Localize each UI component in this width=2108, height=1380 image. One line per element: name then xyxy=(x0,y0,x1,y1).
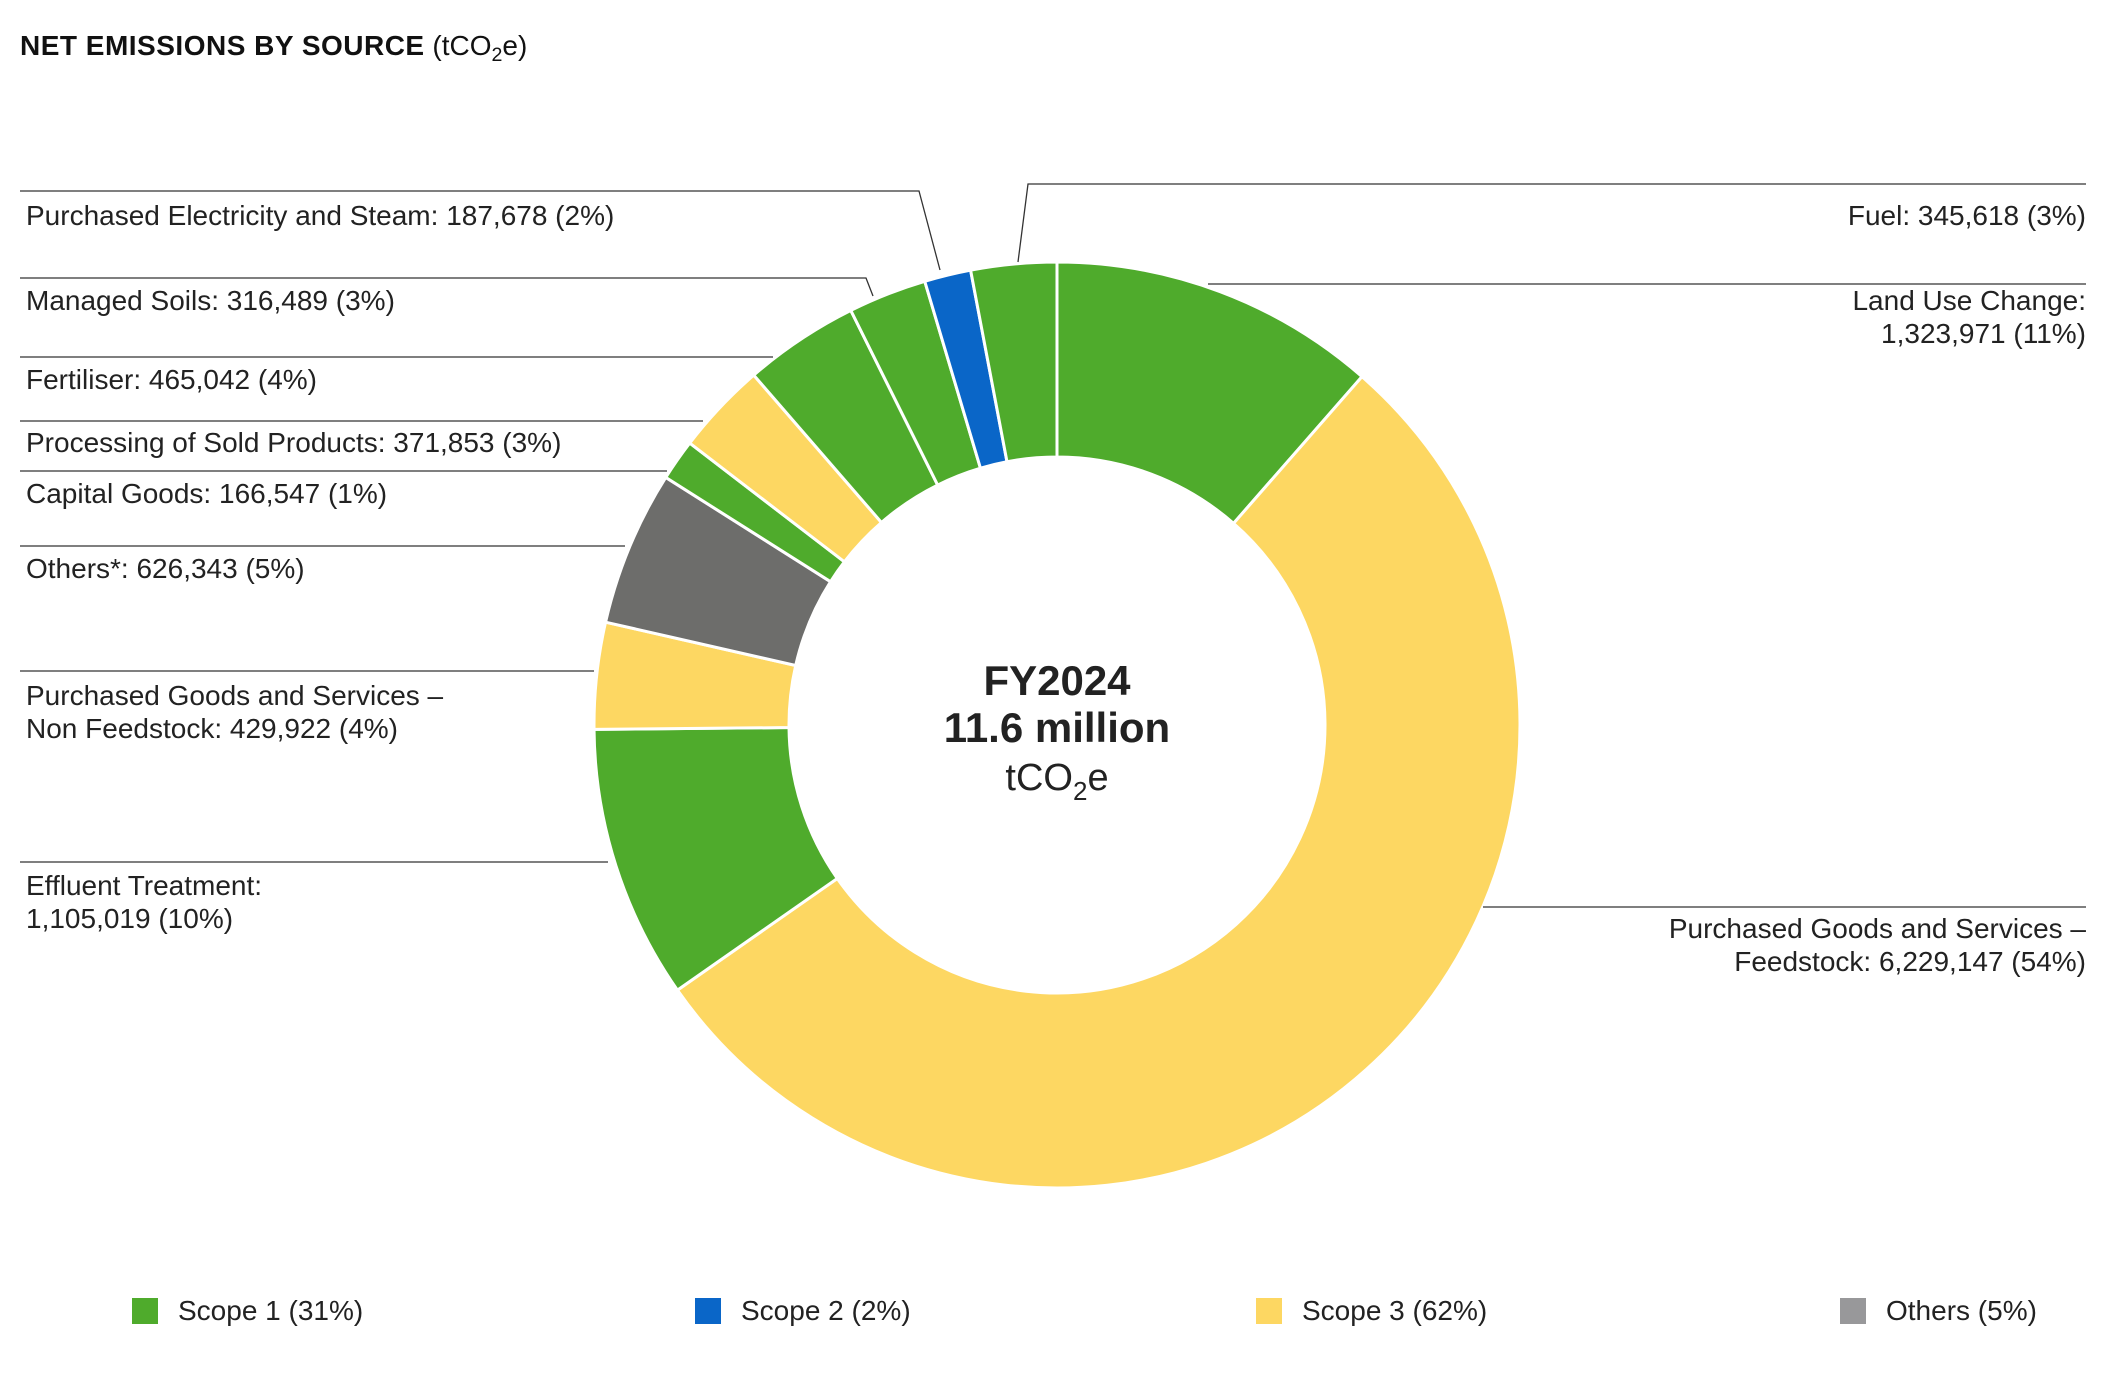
slice-label: Effluent Treatment: xyxy=(26,870,262,901)
donut-slice xyxy=(968,260,1059,464)
slice-label: Feedstock: 6,229,147 (54%) xyxy=(1734,946,2086,977)
slice-label: 1,323,971 (11%) xyxy=(1881,318,2086,349)
chart-title-text: NET EMISSIONS BY SOURCE xyxy=(20,30,425,61)
legend-label: Others (5%) xyxy=(1886,1295,2037,1326)
leader-line xyxy=(20,277,874,297)
leader-line xyxy=(20,190,941,271)
slice-label: Managed Soils: 316,489 (3%) xyxy=(26,285,395,316)
center-year: FY2024 xyxy=(983,657,1131,704)
legend-item: Scope 2 (2%) xyxy=(695,1294,911,1328)
slice-labels-layer: Land Use Change:1,323,971 (11%) Purchased… xyxy=(26,200,2086,977)
center-label: FY2024 11.6 million tCO2e xyxy=(944,657,1170,806)
chart-title-unit: (tCO2e) xyxy=(432,30,528,66)
slice-label: Purchased Goods and Services – xyxy=(1669,913,2087,944)
slice-label: Processing of Sold Products: 371,853 (3%… xyxy=(26,427,561,458)
leader-line xyxy=(1017,183,2086,263)
slice-label: Land Use Change: xyxy=(1852,285,2086,316)
slice-label: Non Feedstock: 429,922 (4%) xyxy=(26,713,398,744)
donut-slice xyxy=(675,374,1522,1190)
chart-title: NET EMISSIONS BY SOURCE (tCO2e) xyxy=(20,30,528,66)
legend-swatch xyxy=(132,1298,158,1324)
legend-item: Scope 3 (62%) xyxy=(1256,1294,1487,1328)
slice-label: Fuel: 345,618 (3%) xyxy=(1848,200,2086,231)
slice-label: Others*: 626,343 (5%) xyxy=(26,553,305,584)
legend-label: Scope 1 (31%) xyxy=(178,1295,364,1326)
slice-label: Fertiliser: 465,042 (4%) xyxy=(26,364,317,395)
legend-item: Others (5%) xyxy=(1840,1294,2037,1328)
slice-label: Purchased Goods and Services – xyxy=(26,680,444,711)
slice-label: 1,105,019 (10%) xyxy=(26,903,233,934)
legend-item: Scope 1 (31%) xyxy=(132,1294,363,1328)
slice-label: Purchased Electricity and Steam: 187,678… xyxy=(26,200,614,231)
legend-swatch xyxy=(695,1298,721,1324)
legend-swatch xyxy=(1840,1298,1866,1324)
legend-label: Scope 3 (62%) xyxy=(1302,1295,1488,1326)
center-total: 11.6 million xyxy=(944,704,1170,751)
slices-layer xyxy=(592,260,1522,1190)
leader-lines-layer xyxy=(20,183,2086,908)
legend-label: Scope 2 (2%) xyxy=(741,1295,911,1326)
legend-swatch xyxy=(1256,1298,1282,1324)
slice-label: Capital Goods: 166,547 (1%) xyxy=(26,478,387,509)
center-unit: tCO2e xyxy=(1005,757,1108,806)
